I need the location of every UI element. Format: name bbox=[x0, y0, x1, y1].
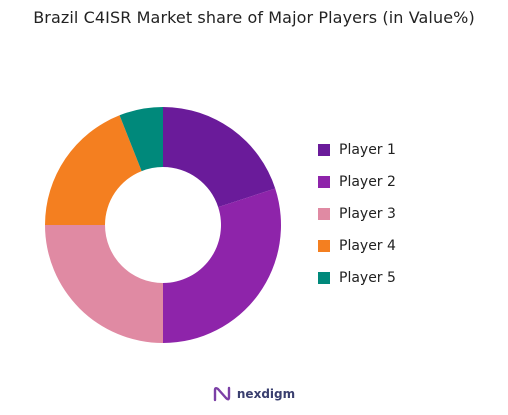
brand-name: nexdigm bbox=[236, 387, 296, 401]
brand-footer: nexdigm bbox=[0, 386, 508, 402]
slice-player-1 bbox=[163, 107, 276, 208]
legend-label-player-5: Player 5 bbox=[339, 270, 396, 286]
legend-item-player-2: Player 2 bbox=[318, 173, 396, 191]
slice-player-2 bbox=[163, 188, 281, 343]
legend-swatch-player-4 bbox=[318, 240, 330, 252]
legend-swatch-player-5 bbox=[318, 272, 330, 284]
slice-player-3 bbox=[45, 225, 163, 343]
chart-title: Brazil C4ISR Market share of Major Playe… bbox=[33, 8, 475, 27]
legend-label-player-3: Player 3 bbox=[339, 206, 396, 222]
slice-player-5 bbox=[119, 107, 163, 172]
chart-legend: Player 1 Player 2 Player 3 Player 4 Player 5 bbox=[318, 141, 396, 301]
legend-swatch-player-1 bbox=[318, 144, 330, 156]
nexdigm-logo-icon bbox=[213, 386, 231, 402]
legend-item-player-1: Player 1 bbox=[318, 141, 396, 159]
legend-item-player-4: Player 4 bbox=[318, 237, 396, 255]
legend-label-player-2: Player 2 bbox=[339, 174, 396, 190]
legend-label-player-4: Player 4 bbox=[339, 238, 396, 254]
slice-player-4 bbox=[45, 115, 142, 225]
legend-item-player-3: Player 3 bbox=[318, 205, 396, 223]
legend-label-player-1: Player 1 bbox=[339, 142, 396, 158]
legend-item-player-5: Player 5 bbox=[318, 269, 396, 287]
legend-swatch-player-2 bbox=[318, 176, 330, 188]
legend-swatch-player-3 bbox=[318, 208, 330, 220]
